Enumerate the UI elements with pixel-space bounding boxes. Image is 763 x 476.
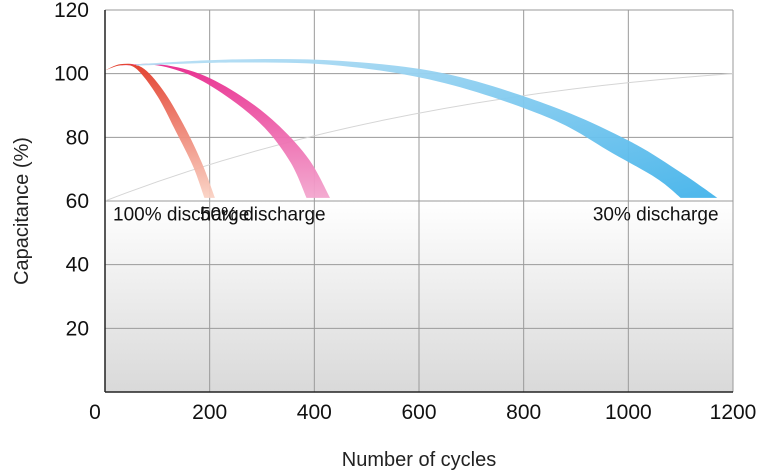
tick-labels: 0 200 400 600 800 1000 1200 20 40 60 80 100 120 [54,0,756,424]
y-tick-label: 100 [54,63,89,86]
y-tick-label: 40 [66,254,89,277]
decorative-trend-line [104,73,734,202]
series-band-50-discharge [120,63,331,198]
series-annotation: 30% discharge [593,205,719,226]
x-axis-title: Number of cycles [342,449,497,471]
x-tick-label: 600 [401,401,436,424]
series-annotation: 100% discharge [113,205,249,226]
series-annotation: 50% discharge [200,205,326,226]
x-tick-label: 200 [192,401,227,424]
series-bands [105,58,718,198]
x-tick-label: 1000 [605,401,652,424]
axes [104,10,733,393]
x-tick-label: 1200 [710,401,757,424]
y-axis-title: Capacitance (%) [11,137,33,285]
y-tick-label: 60 [66,190,89,213]
y-tick-label: 20 [66,317,89,340]
x-tick-label: 0 [89,401,101,424]
x-tick-label: 400 [297,401,332,424]
y-tick-label: 80 [66,126,89,149]
y-tick-label: 120 [54,0,89,22]
x-tick-label: 800 [506,401,541,424]
series-band-100-discharge [105,63,215,198]
series-band-30-discharge [136,58,718,198]
